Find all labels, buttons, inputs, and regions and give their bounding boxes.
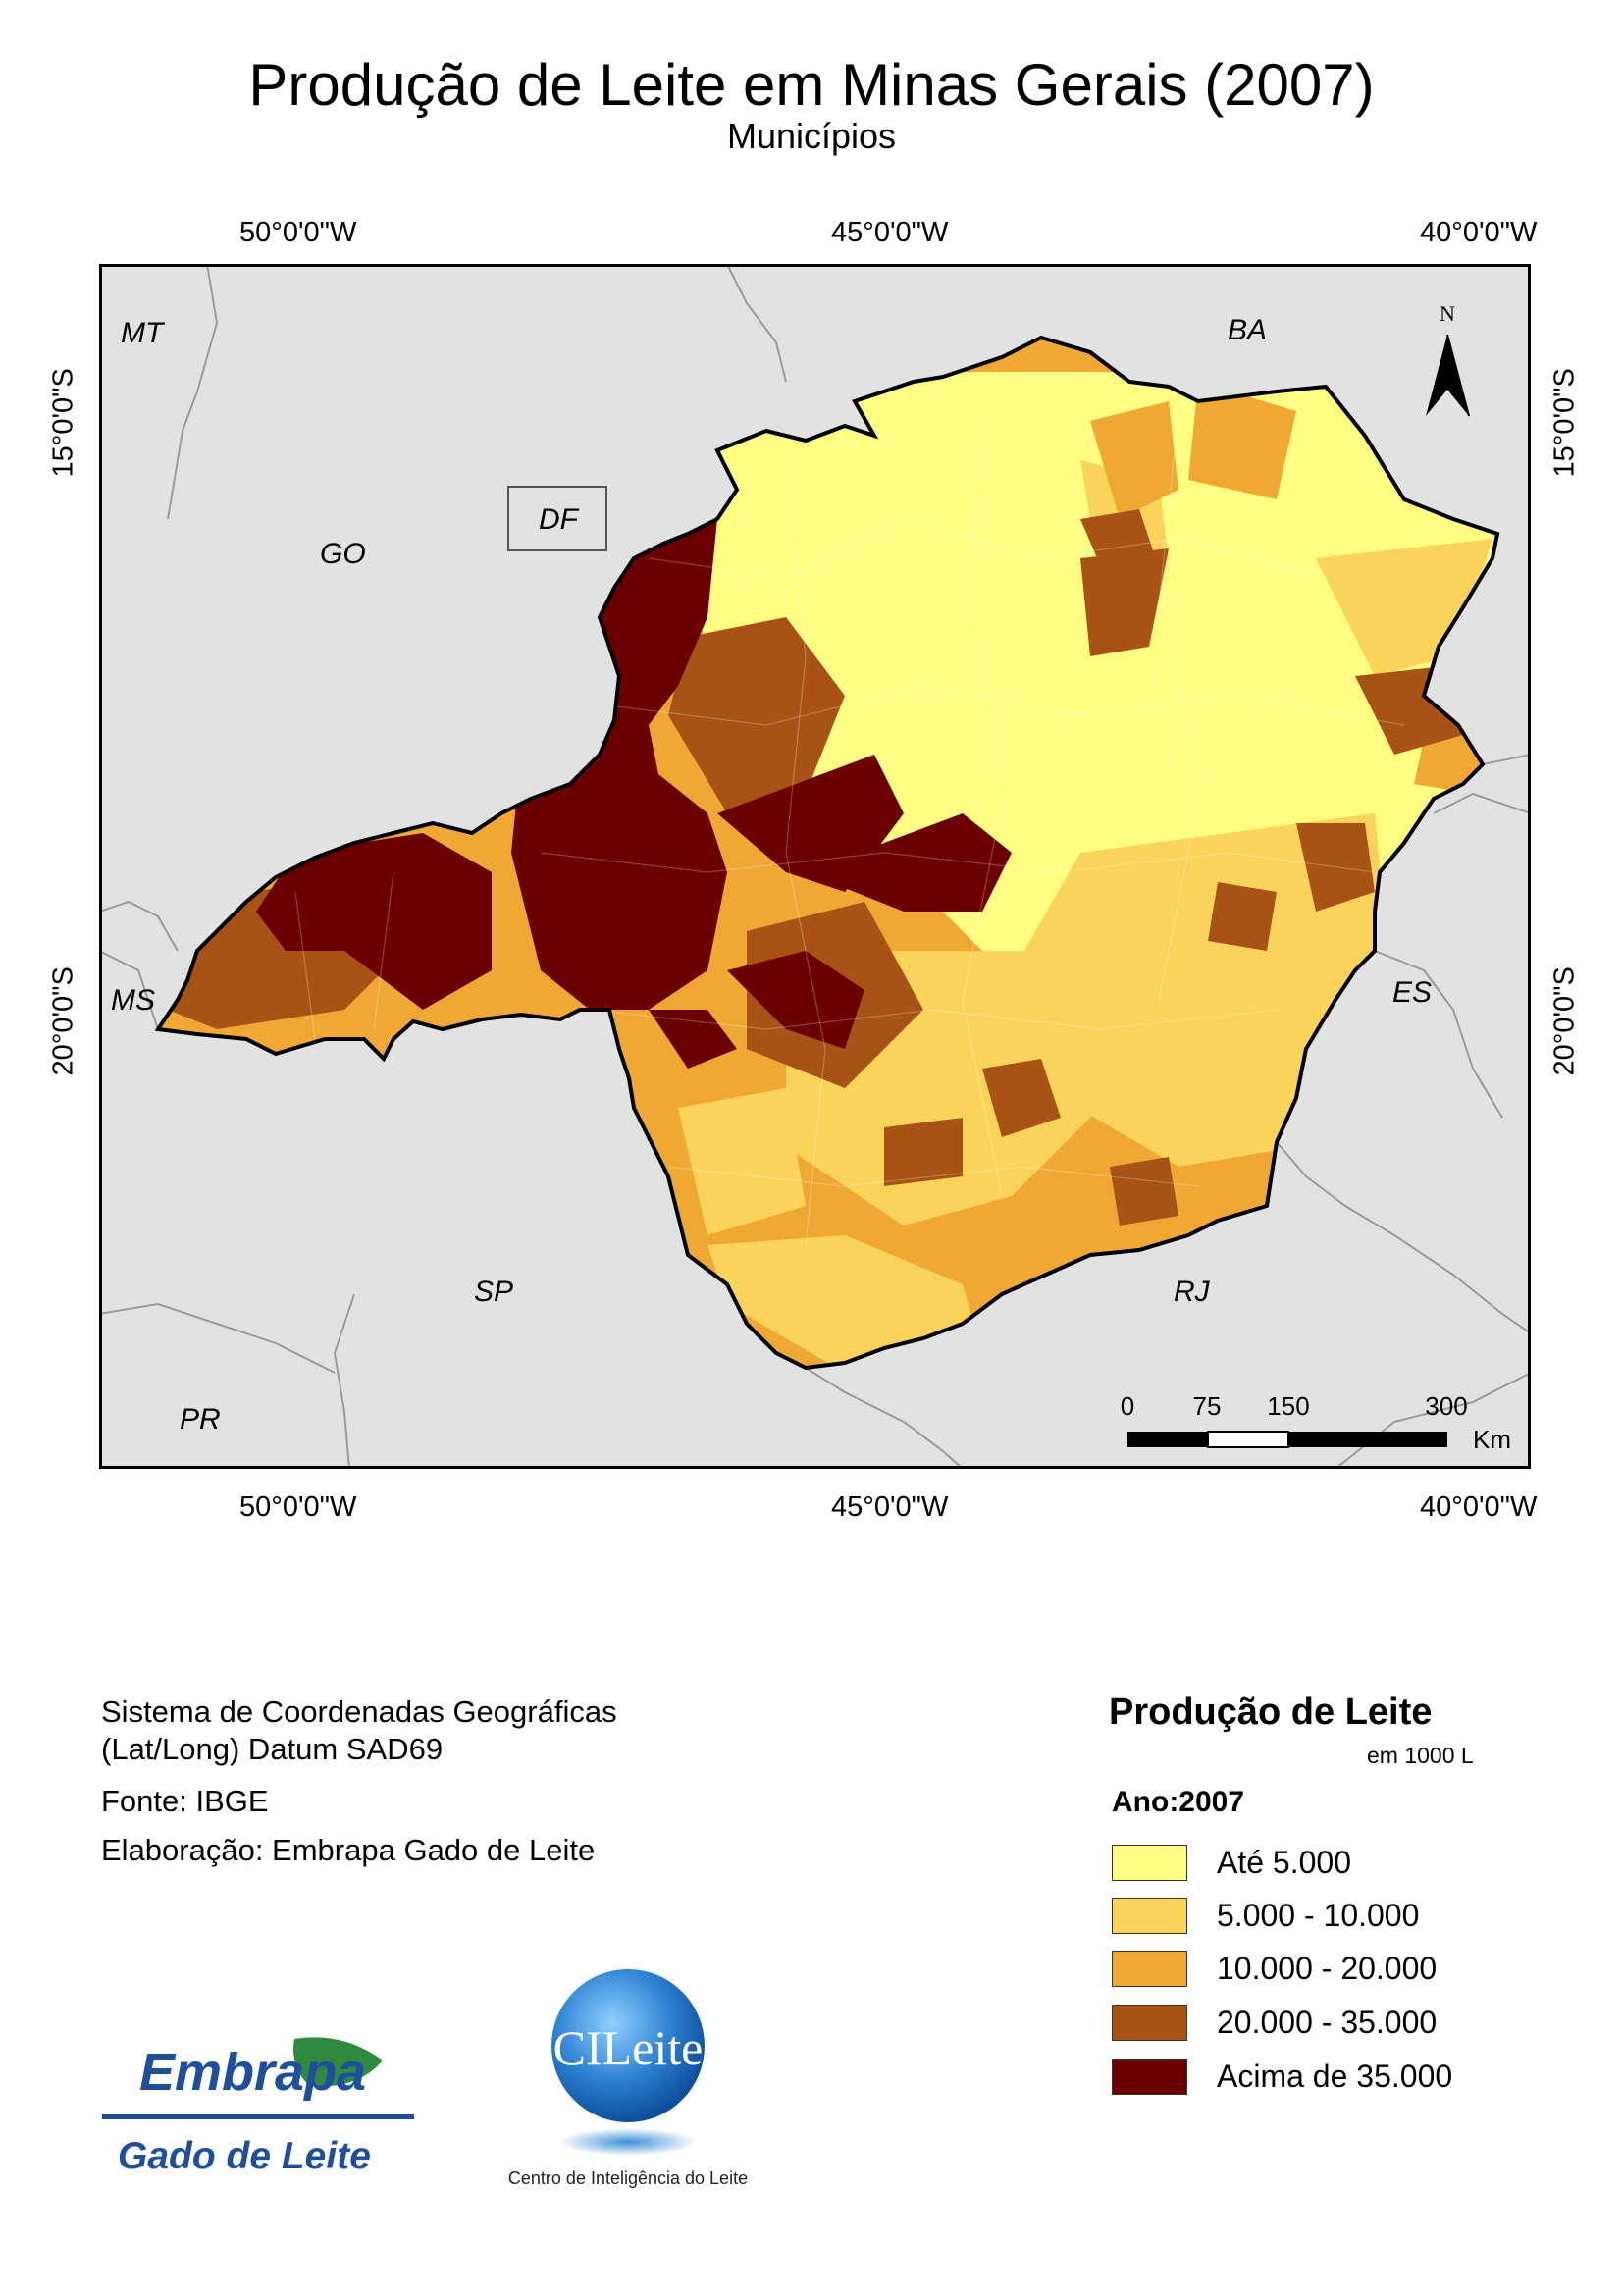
coord-top-40w: 40°0'0"W	[1420, 217, 1538, 248]
legend-item: 10.000 - 20.000	[1112, 1949, 1437, 1988]
legend-title: Produção de Leite	[1109, 1692, 1433, 1733]
embrapa-leaf-icon	[293, 2037, 383, 2087]
crs-line-2: (Lat/Long) Datum SAD69	[101, 1732, 444, 1766]
legend-label: 5.000 - 10.000	[1217, 1897, 1420, 1933]
map-subtitle: Municípios	[726, 116, 897, 156]
cileite-logo: CILeite Centro de Inteligência do Leite	[508, 1969, 748, 2188]
map-border	[99, 264, 1531, 1469]
legend-swatch	[1112, 2058, 1187, 2095]
legend-label: 10.000 - 20.000	[1217, 1950, 1438, 1986]
map-title: Produção de Leite em Minas Gerais (2007)	[248, 52, 1375, 118]
cileite-caption: Centro de Inteligência do Leite	[508, 2168, 748, 2188]
scale-label-75: 75	[1193, 1391, 1222, 1421]
state-label-ms: MS	[111, 984, 155, 1017]
cileite-sphere-icon	[551, 1969, 705, 2122]
scale-bar: 0 75 150 300 Km	[1121, 1391, 1511, 1454]
legend-unit: em 1000 L	[1367, 1743, 1474, 1768]
map-frame: MT GO DF BA MS ES SP RJ PR N 0 75 150 30…	[99, 264, 1531, 1469]
state-label-mt: MT	[121, 317, 166, 349]
north-label: N	[1440, 301, 1455, 326]
legend-item: Até 5.000	[1112, 1843, 1351, 1882]
state-label-go: GO	[320, 538, 366, 570]
coord-left-20s: 20°0'0"S	[47, 966, 79, 1076]
crs-line-1: Sistema de Coordenadas Geográficas	[101, 1695, 617, 1729]
legend-item: 5.000 - 10.000	[1112, 1896, 1419, 1935]
scale-unit: Km	[1473, 1425, 1511, 1454]
embrapa-wordmark: Embrapa	[139, 2043, 366, 2102]
embrapa-unit: Gado de Leite	[118, 2135, 371, 2177]
scale-label-150: 150	[1267, 1391, 1309, 1421]
embrapa-logo: Embrapa Gado de Leite	[102, 2037, 414, 2177]
legend-item: 20.000 - 35.000	[1112, 2003, 1437, 2042]
coord-left-15s: 15°0'0"S	[47, 368, 79, 478]
legend-swatch	[1112, 1897, 1187, 1934]
coord-right-15s: 15°0'0"S	[1548, 368, 1581, 478]
state-boundaries	[99, 264, 1531, 1469]
legend-swatch	[1112, 1950, 1187, 1987]
state-label-rj: RJ	[1174, 1276, 1211, 1308]
coord-top-45w: 45°0'0"W	[831, 217, 949, 248]
df-outline	[507, 486, 607, 551]
cileite-wordmark: CILeite	[553, 2020, 704, 2075]
author-text: Elaboração: Embrapa Gado de Leite	[101, 1833, 596, 1867]
scale-label-300: 300	[1425, 1391, 1467, 1421]
legend-year: Ano:2007	[1112, 1786, 1245, 1818]
scale-label-0: 0	[1121, 1391, 1134, 1421]
legend-label: Até 5.000	[1217, 1844, 1351, 1880]
state-label-sp: SP	[474, 1276, 513, 1308]
coord-right-20s: 20°0'0"S	[1548, 966, 1581, 1076]
coord-top-50w: 50°0'0"W	[239, 217, 357, 248]
legend-label: Acima de 35.000	[1217, 2058, 1453, 2094]
legend-label: 20.000 - 35.000	[1217, 2004, 1438, 2040]
legend-swatch	[1112, 2004, 1187, 2041]
state-label-es: ES	[1392, 976, 1432, 1009]
state-label-pr: PR	[180, 1403, 221, 1435]
coord-bottom-50w: 50°0'0"W	[239, 1491, 357, 1523]
north-arrow: N	[1426, 301, 1470, 417]
legend-item: Acima de 35.000	[1112, 2057, 1452, 2096]
coord-bottom-45w: 45°0'0"W	[831, 1491, 949, 1523]
state-label-df: DF	[539, 503, 580, 536]
state-label-ba: BA	[1228, 314, 1267, 346]
legend-swatch	[1112, 1844, 1187, 1881]
source-text: Fonte: IBGE	[101, 1784, 269, 1818]
coord-bottom-40w: 40°0'0"W	[1420, 1491, 1538, 1523]
